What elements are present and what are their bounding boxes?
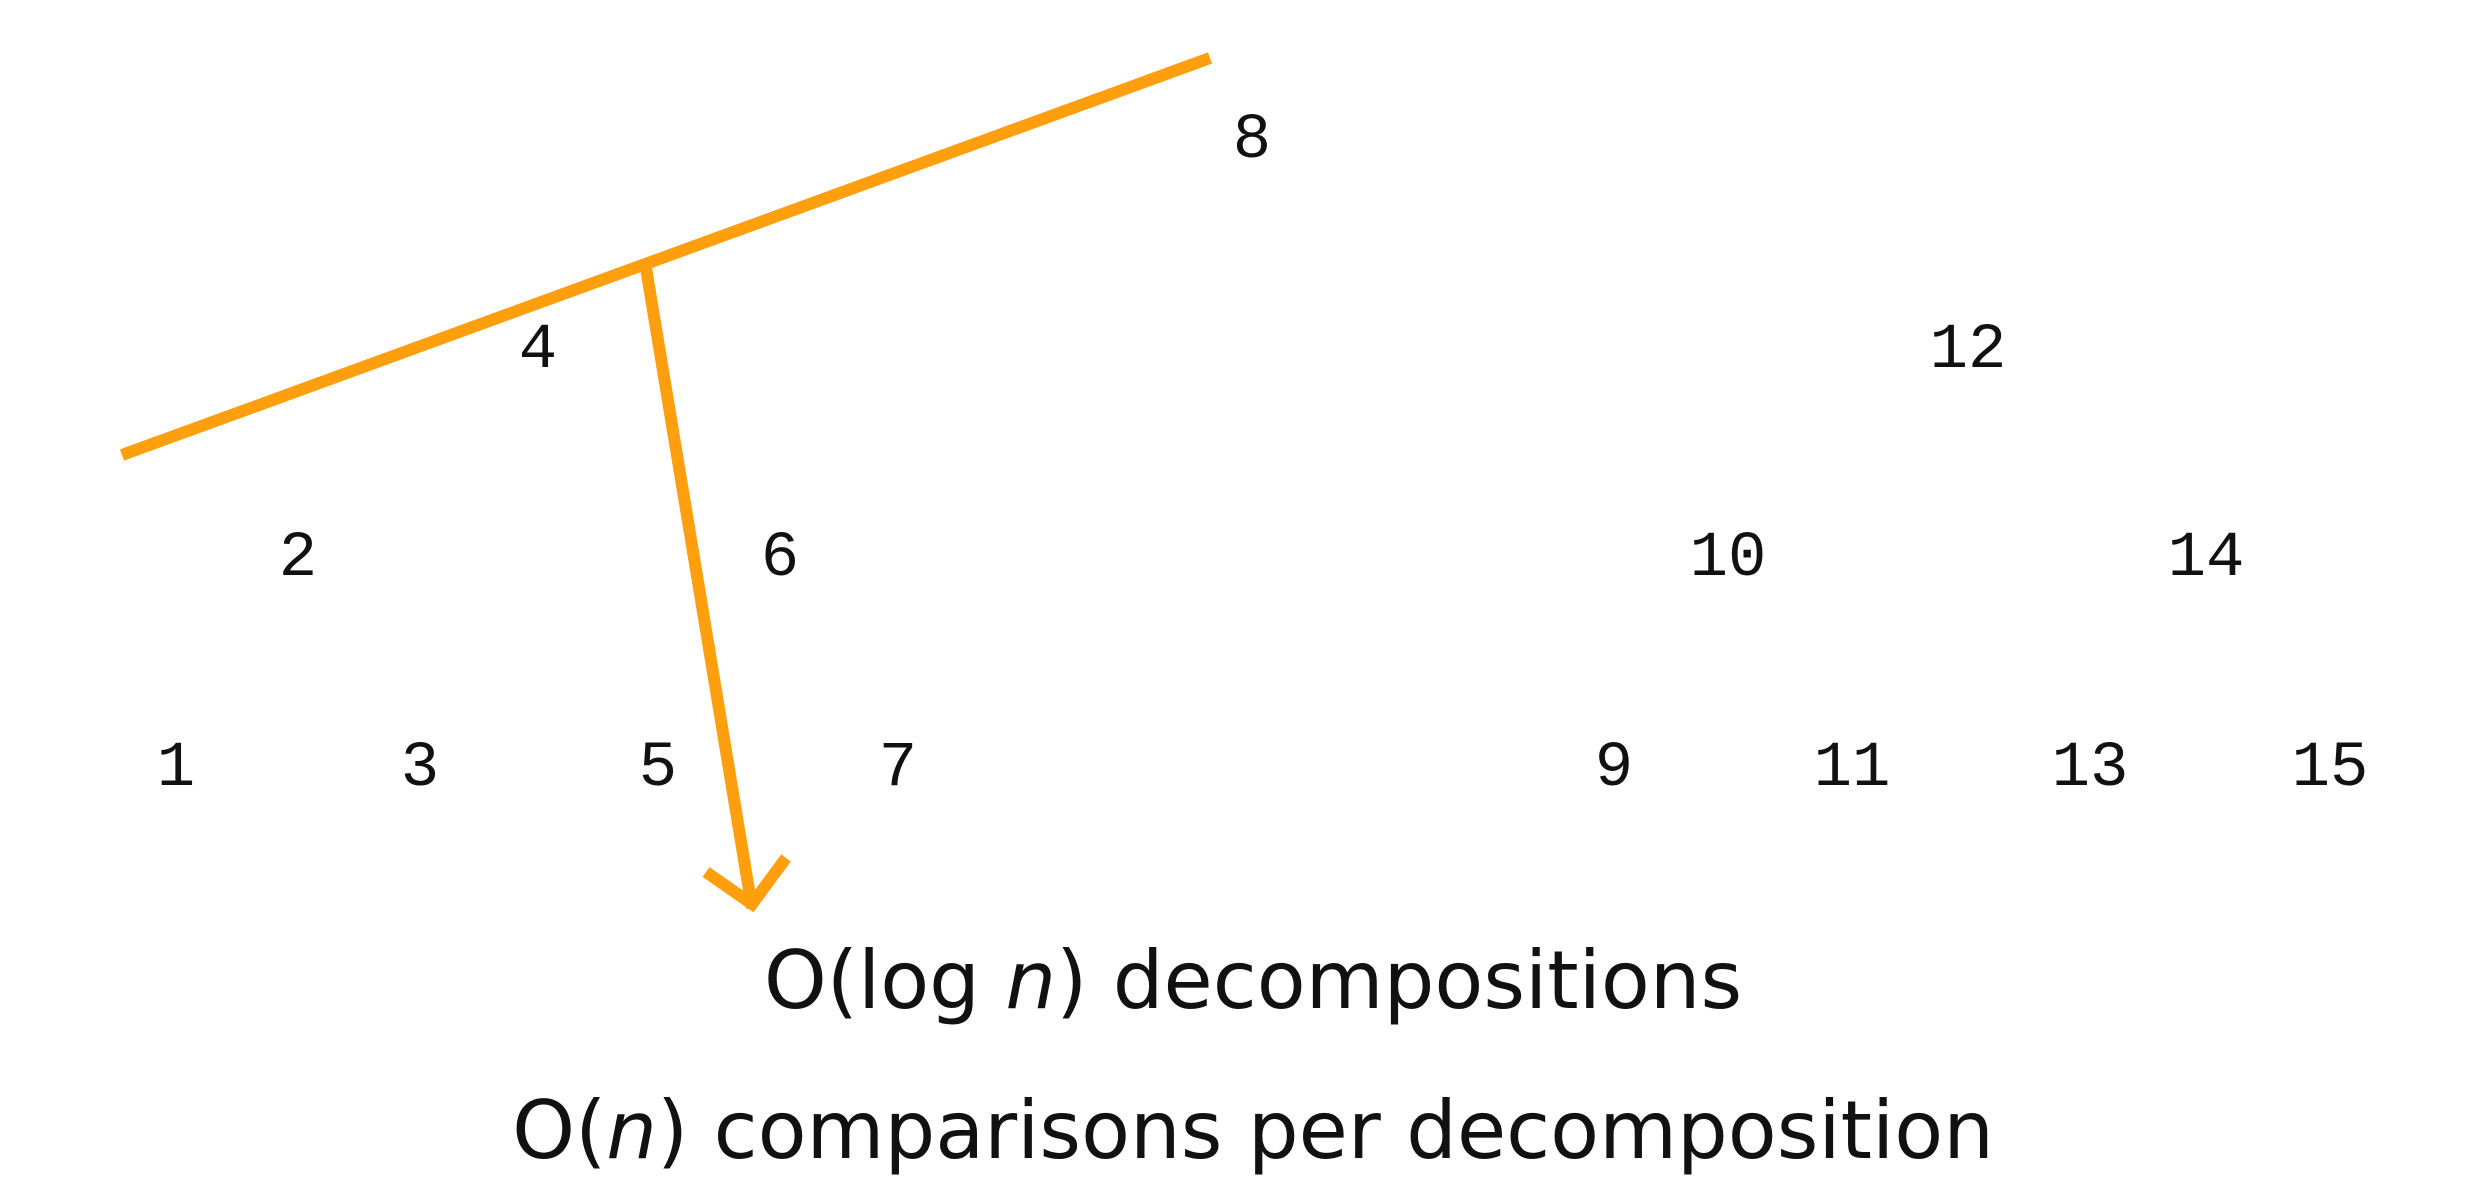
node-15: 15 [2292, 733, 2369, 805]
caption-comparisons-pre: O( [512, 1084, 606, 1177]
node-12: 12 [1930, 315, 2007, 387]
node-2: 2 [279, 523, 317, 595]
node-3: 3 [401, 733, 439, 805]
arrow-head-icon [702, 854, 791, 913]
node-14: 14 [2168, 523, 2245, 595]
node-6: 6 [761, 523, 799, 595]
node-4: 4 [519, 315, 557, 387]
caption-comparisons: O(n) comparisons per decomposition [512, 1084, 1994, 1177]
caption-decompositions-post: ) decompositions [1056, 934, 1742, 1027]
decomposition-line [119, 52, 1213, 461]
node-9: 9 [1595, 733, 1633, 805]
node-8: 8 [1233, 105, 1271, 177]
caption-decompositions-pre: O(log [764, 934, 1006, 1027]
caption-decompositions: O(log n) decompositions [764, 934, 1742, 1027]
caption-comparisons-post: ) comparisons per decomposition [657, 1084, 1994, 1177]
node-13: 13 [2052, 733, 2129, 805]
node-7: 7 [879, 733, 917, 805]
arrow-shaft [640, 267, 758, 909]
caption-decompositions-var: n [1005, 934, 1056, 1027]
node-1: 1 [157, 733, 195, 805]
node-5: 5 [639, 733, 677, 805]
decomposition-annotation [119, 52, 1213, 913]
node-11: 11 [1814, 733, 1891, 805]
caption-comparisons-var: n [606, 1084, 657, 1177]
node-10: 10 [1690, 523, 1767, 595]
